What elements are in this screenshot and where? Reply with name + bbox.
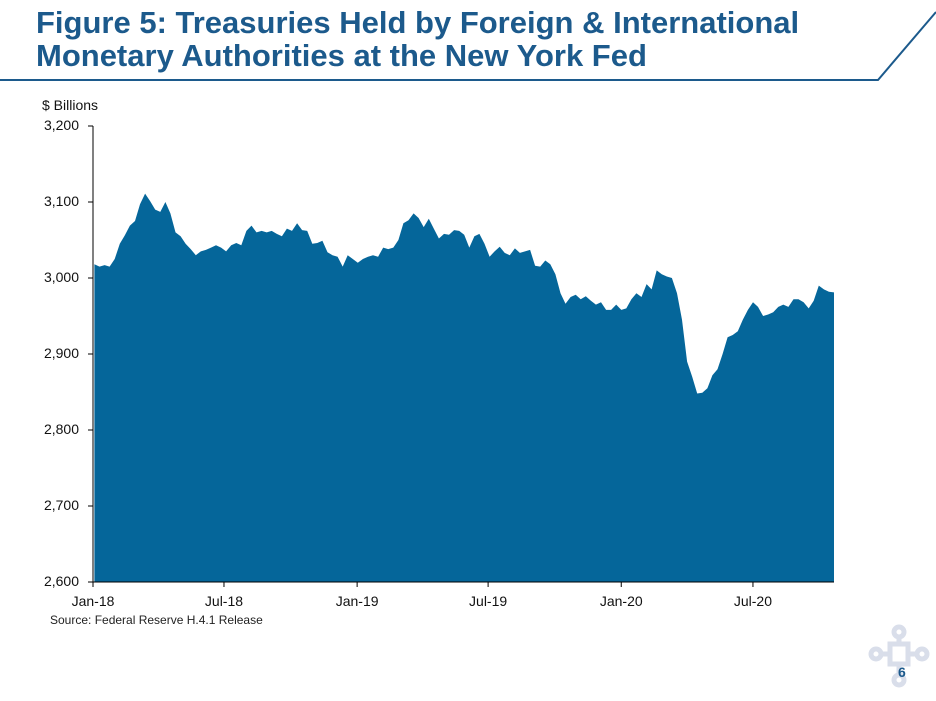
fed-logo-icon [868,624,930,688]
slide-title-line2: Monetary Authorities at the New York Fed [36,38,647,73]
area-chart: 2,600 2,700 2,800 2,900 3,000 3,100 3,200 Jan-1… [42,97,834,609]
y-tick-label: 3,000 [44,269,79,285]
y-axis-label: $ Billions [42,97,98,113]
title-rule [0,11,936,81]
y-tick-label: 3,100 [44,193,79,209]
title-underline [0,11,936,81]
x-tick-label: Jul-18 [205,593,243,609]
y-tick-label: 2,800 [44,421,79,437]
slide-title: Figure 5: Treasuries Held by Foreign & I… [36,6,896,72]
page-number: 6 [898,664,906,680]
y-tick-label: 2,600 [44,573,79,589]
x-tick-label: Jul-20 [734,593,772,609]
x-tick-label: Jan-20 [600,593,643,609]
series-area [94,193,834,582]
y-tick-label: 3,200 [44,117,79,133]
y-tick-label: 2,700 [44,497,79,513]
x-tick-label: Jul-19 [469,593,507,609]
source-note: Source: Federal Reserve H.4.1 Release [50,613,263,627]
y-tick-label: 2,900 [44,345,79,361]
x-tick-label: Jan-18 [72,593,115,609]
x-tick-label: Jan-19 [336,593,379,609]
slide-title-line1: Figure 5: Treasuries Held by Foreign & I… [36,5,800,40]
